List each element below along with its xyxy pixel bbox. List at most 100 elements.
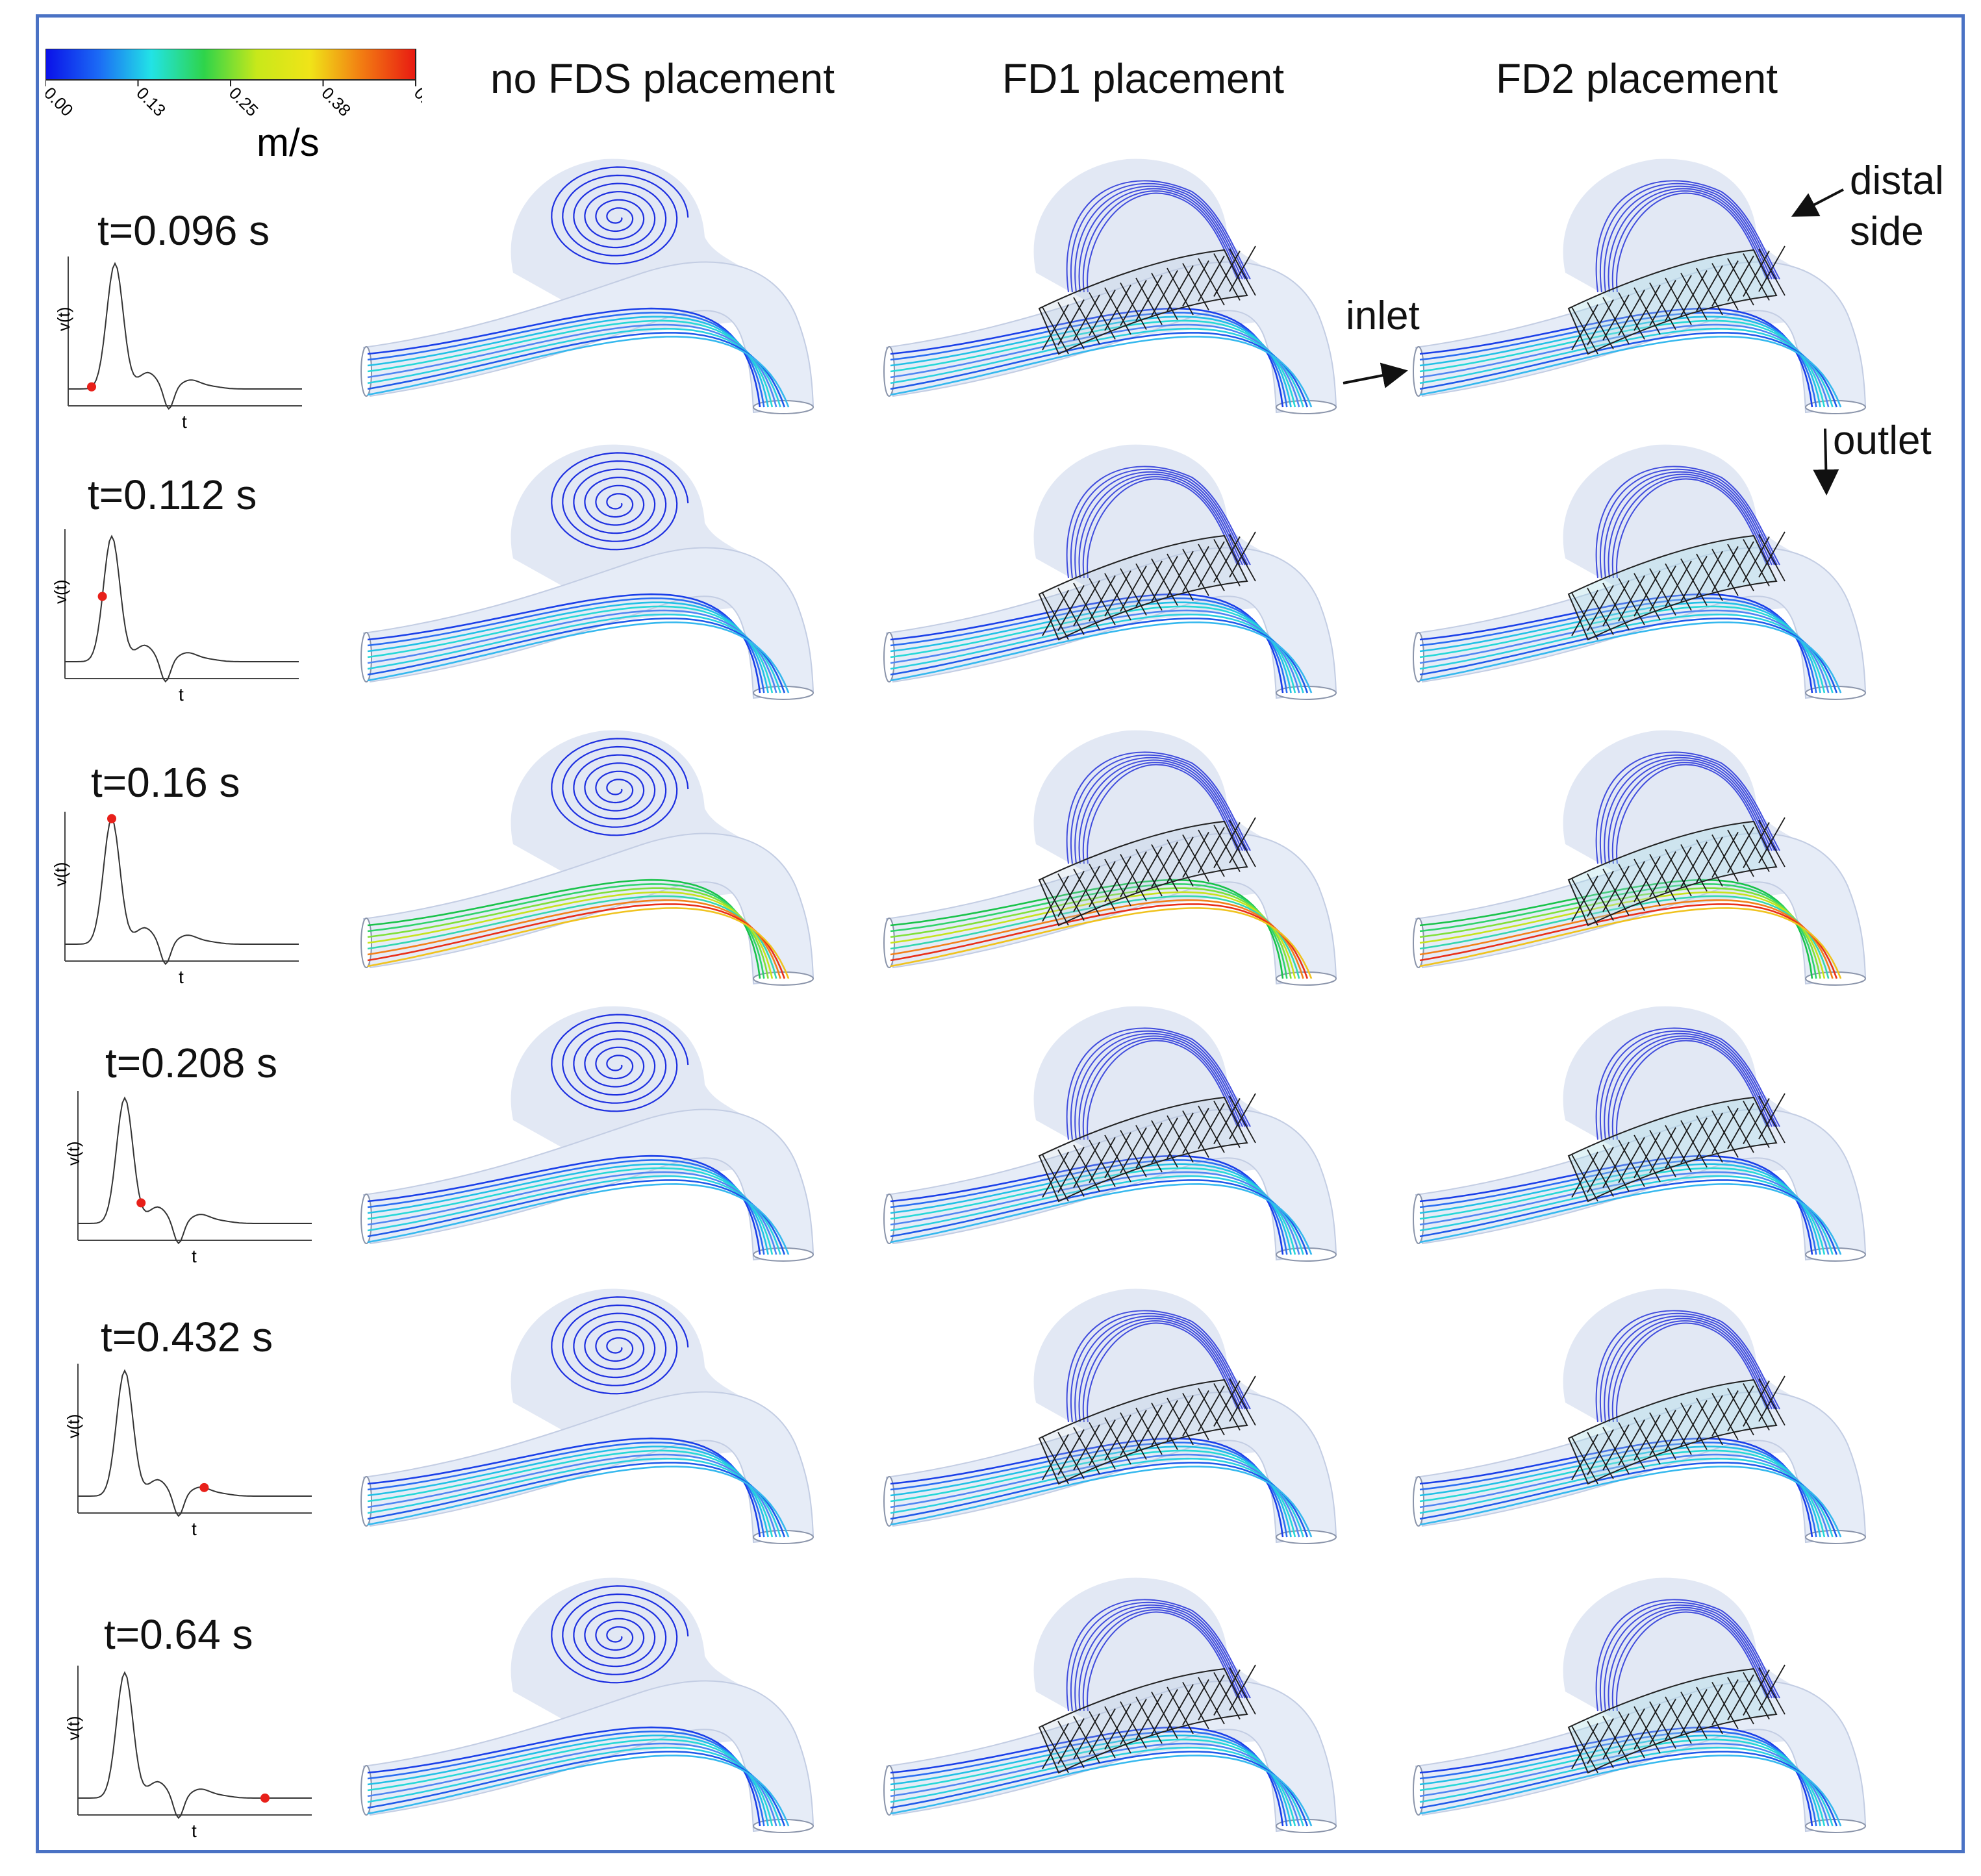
streamline (367, 1755, 790, 1827)
stent-strut (1057, 873, 1085, 921)
stent-strut (1649, 854, 1676, 901)
outlet-opening (753, 1819, 814, 1833)
waveform-xlabel: t (182, 412, 187, 432)
stent-strut (1229, 1095, 1256, 1144)
sac-streamline (1070, 182, 1248, 293)
flow-diverter-stent (1567, 1093, 1785, 1203)
stent-strut (1665, 277, 1692, 325)
outlet-opening (1805, 1530, 1866, 1544)
stent-strut (1571, 592, 1598, 640)
stent-strut (1089, 578, 1116, 625)
stent-strut (1104, 1417, 1131, 1465)
stent-strut (1758, 1664, 1785, 1711)
stent-strut (1057, 1149, 1085, 1197)
sac-streamline (1078, 188, 1243, 293)
stent-strut (1727, 1388, 1754, 1436)
waveform-time-marker (260, 1793, 270, 1803)
stent-strut (1587, 873, 1614, 921)
waveform-xlabel: t (192, 1246, 197, 1266)
stent-strut (1089, 1140, 1116, 1187)
flow-panel-row-1-fd1 (883, 158, 1337, 414)
flow-panel-row-5-no-fds (360, 1288, 814, 1544)
flow-panel-row-3-fd2 (1413, 730, 1867, 986)
sac-streamline (1074, 1315, 1246, 1423)
stent-strut (1182, 263, 1209, 310)
stent-strut (1135, 849, 1163, 897)
waveform-row-4: v(t) t (64, 1091, 312, 1266)
stent-strut (1649, 1701, 1676, 1749)
stent-strut (1182, 834, 1209, 882)
sac-streamline (1611, 1038, 1770, 1140)
sac-streamline (1066, 1599, 1251, 1712)
stent-strut (1696, 839, 1723, 887)
waveform-xlabel: t (192, 1821, 197, 1841)
stent-strut (1229, 819, 1256, 868)
vortex-streamlines (551, 166, 689, 265)
stent-strut (1758, 817, 1785, 864)
annotation-distal-side: distal side (1850, 156, 1944, 256)
stent-strut (1571, 1436, 1598, 1484)
stent-strut (1198, 1677, 1225, 1725)
colorbar-gradient (45, 49, 416, 81)
outlet-opening (1805, 1247, 1866, 1262)
streamline (367, 1183, 790, 1255)
sac-streamline (1078, 1035, 1243, 1140)
sac-streamline (1087, 1322, 1238, 1423)
sac-streamline (1070, 1601, 1248, 1712)
stent-strut (1618, 1422, 1645, 1470)
sac-streamline (1074, 185, 1246, 293)
waveform-row-6: v(t) t (64, 1666, 312, 1841)
stent-strut (1151, 273, 1178, 320)
sac-streamline (1070, 468, 1248, 579)
stent-strut (1649, 1412, 1676, 1460)
flow-diverter-stent (1567, 1375, 1785, 1485)
stent-strut (1057, 302, 1085, 349)
outlet-opening (1805, 971, 1866, 986)
flow-panel-row-6-fd1 (883, 1577, 1337, 1833)
annotation-inlet: inlet (1346, 294, 1420, 338)
time-label-row-6: t=0.64 s (104, 1611, 253, 1658)
stent-strut (1135, 1125, 1163, 1173)
sac-streamline (1074, 471, 1246, 579)
stent-strut (1680, 558, 1708, 606)
sac-streamline (1078, 1318, 1243, 1423)
sac-streamline (1082, 1320, 1241, 1423)
annotation-side: side (1850, 208, 1924, 254)
stent-strut (1602, 868, 1630, 916)
stent-strut (1696, 1686, 1723, 1734)
sac-streamline (1595, 1027, 1780, 1140)
flow-diverter-stent (1567, 817, 1785, 927)
streamline (890, 336, 1313, 408)
outlet-arrow (1813, 428, 1839, 495)
outlet-opening (1276, 971, 1337, 986)
waveform-curve (65, 534, 299, 683)
stent-strut (1213, 1101, 1241, 1148)
column-title-no-fds: no FDS placement (490, 55, 835, 102)
stent-strut (1696, 268, 1723, 316)
stent-strut (1649, 1130, 1676, 1177)
colorbar-unit: m/s (257, 121, 320, 164)
stent-strut (1120, 282, 1147, 330)
stent-strut (1758, 1667, 1785, 1715)
flow-panel-row-5-fd2 (1413, 1288, 1867, 1544)
sac-streamline (1616, 478, 1767, 579)
stent-strut (1680, 1120, 1708, 1168)
streamline (890, 907, 1313, 979)
sac-streamline (1070, 1312, 1248, 1423)
stent-strut (1229, 1093, 1256, 1140)
stent-strut (1089, 864, 1116, 911)
sac-streamline (1595, 1599, 1780, 1712)
sac-streamline (1616, 1611, 1767, 1712)
flow-panel-row-4-fd1 (883, 1006, 1337, 1262)
stent-strut (1151, 844, 1178, 892)
stent-strut (1680, 273, 1708, 320)
flow-panel-row-2-no-fds (360, 444, 814, 700)
stent-strut (1120, 1412, 1147, 1460)
sac-streamline (1608, 188, 1773, 293)
sac-streamline (1616, 192, 1767, 293)
flow-diverter-stent (1567, 1664, 1785, 1774)
stent-strut (1213, 1383, 1241, 1431)
stent-strut (1727, 258, 1754, 306)
stent-strut (1167, 268, 1194, 316)
sac-streamline (1600, 182, 1778, 293)
